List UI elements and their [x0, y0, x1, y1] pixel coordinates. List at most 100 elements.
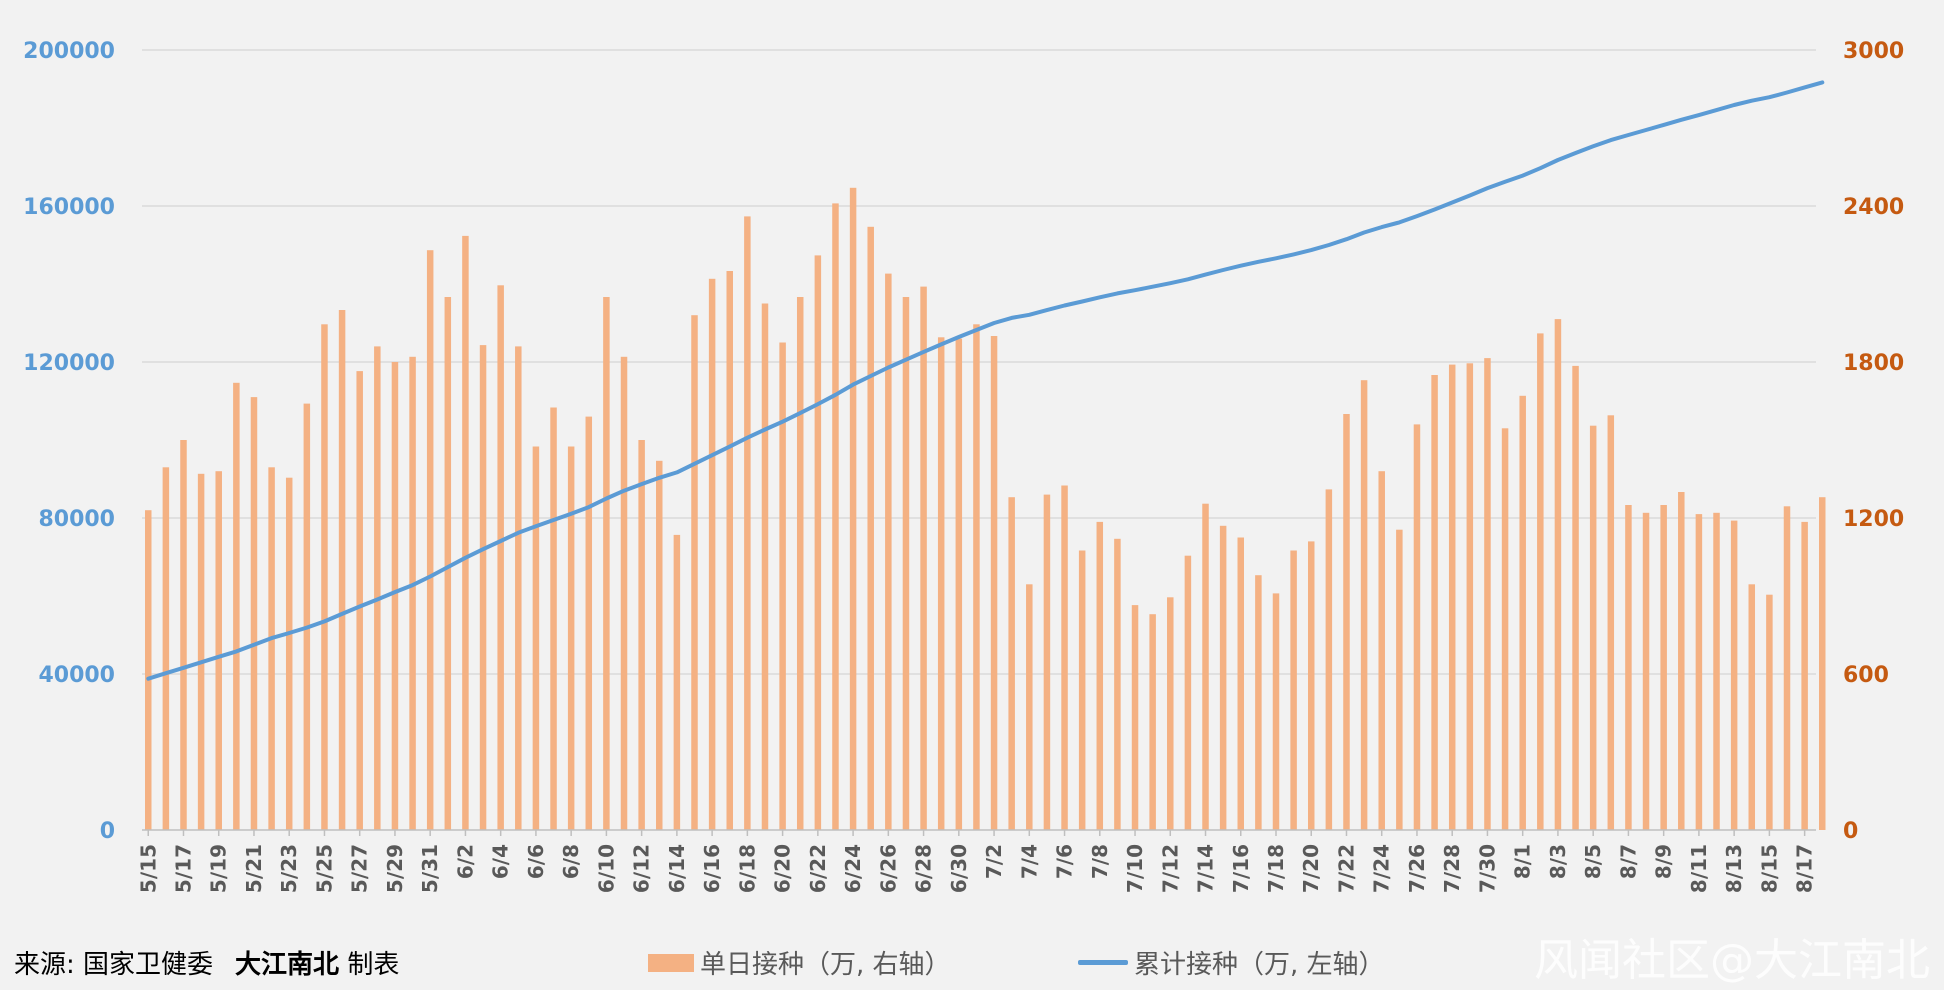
y-left-tick-label: 40000 [38, 663, 115, 688]
x-tick-label: 6/4 [489, 844, 513, 879]
x-tick-label: 6/8 [559, 844, 583, 879]
daily-bar [1413, 424, 1421, 830]
x-tick-label: 5/25 [313, 844, 337, 893]
daily-bar [197, 473, 205, 830]
daily-bar [444, 297, 452, 830]
x-tick-label: 6/14 [665, 844, 689, 893]
daily-bar [1360, 380, 1368, 830]
daily-bar [1748, 584, 1756, 830]
daily-bar [1114, 538, 1121, 830]
daily-bar [515, 346, 522, 830]
daily-bar [814, 255, 822, 830]
x-tick-label: 7/8 [1088, 844, 1112, 879]
daily-bar [1484, 358, 1491, 830]
daily-bar [902, 297, 910, 830]
legend-swatch-line [1078, 960, 1128, 965]
daily-bar [391, 362, 399, 830]
daily-bar [532, 446, 540, 830]
daily-bar [920, 286, 927, 831]
x-tick-label: 8/17 [1793, 844, 1817, 893]
x-tick-label: 6/2 [453, 844, 477, 879]
daily-bar [162, 467, 170, 830]
legend-swatch-bar [648, 953, 694, 972]
daily-bar [1043, 494, 1051, 830]
daily-bar [550, 407, 557, 830]
x-tick-label: 6/26 [876, 844, 900, 893]
daily-bar [761, 303, 769, 830]
x-tick-label: 6/22 [806, 844, 830, 893]
daily-bar [1290, 550, 1297, 830]
daily-bar [585, 416, 593, 830]
daily-bar [462, 235, 469, 830]
daily-bar [1589, 425, 1597, 830]
daily-bar [1096, 521, 1104, 830]
daily-bar [1149, 614, 1156, 830]
x-tick-label: 6/28 [912, 844, 936, 893]
daily-bar [250, 397, 258, 830]
x-tick-label: 8/15 [1757, 844, 1781, 893]
daily-bar [1695, 514, 1703, 830]
daily-bar [1325, 489, 1333, 830]
daily-bar [744, 216, 751, 830]
y-right-tick-label: 1200 [1843, 507, 1904, 532]
daily-bar [1466, 363, 1474, 830]
x-tick-label: 7/16 [1229, 844, 1253, 893]
x-tick-label: 7/2 [982, 844, 1006, 879]
daily-bar [849, 187, 857, 831]
cumulative-line-group [146, 80, 1825, 681]
daily-bar [779, 342, 786, 830]
x-tick-label: 5/29 [383, 844, 407, 893]
x-tick-label: 6/12 [630, 844, 654, 893]
x-tick-label: 5/23 [277, 844, 301, 893]
y-left-tick-label: 160000 [23, 195, 115, 220]
daily-bar [1184, 555, 1192, 830]
legend-item-daily: 单日接种（万, 右轴） [648, 944, 951, 981]
daily-bar [1625, 505, 1632, 830]
daily-bar [1678, 492, 1685, 830]
daily-bar [990, 336, 998, 830]
x-tick-label: 8/9 [1652, 844, 1676, 879]
x-tick-label: 5/19 [207, 844, 231, 893]
x-tick-label: 8/7 [1616, 844, 1640, 879]
x-tick-label: 5/15 [136, 844, 160, 893]
daily-bar [1272, 593, 1280, 830]
x-tick-label: 6/24 [841, 844, 865, 893]
daily-bar [1660, 505, 1667, 830]
source-label: 来源: 国家卫健委 [14, 950, 214, 980]
x-tick-label: 8/5 [1581, 844, 1605, 879]
x-tick-label: 6/30 [947, 844, 971, 893]
daily-bar [937, 337, 945, 830]
y-right-tick-label: 600 [1843, 663, 1889, 688]
x-tick-label: 8/3 [1546, 844, 1570, 879]
daily-bar [638, 440, 645, 830]
x-tick-label: 5/27 [348, 844, 372, 893]
y-right-tick-label: 0 [1843, 819, 1858, 844]
daily-bar [268, 467, 275, 830]
x-tick-label: 6/16 [700, 844, 724, 893]
daily-bar [1554, 319, 1562, 830]
daily-bar [321, 324, 328, 830]
daily-bar [955, 338, 963, 830]
watermark: 风闻社区@大江南北 [1534, 935, 1930, 986]
daily-bar [1713, 512, 1720, 830]
daily-bar [1131, 605, 1139, 830]
daily-bar [796, 297, 804, 830]
cumulative-line [146, 80, 1825, 681]
daily-bar [374, 346, 381, 830]
daily-bar [1819, 497, 1826, 830]
y-left-tick-label: 80000 [38, 507, 115, 532]
daily-bar [708, 278, 716, 830]
daily-bar [885, 273, 892, 831]
legend-item-cumulative: 累计接种（万, 左轴） [1078, 944, 1385, 981]
daily-bar [603, 297, 610, 830]
x-tick-label: 8/13 [1722, 844, 1746, 893]
x-tick-label: 6/10 [594, 844, 618, 893]
x-tick-label: 7/30 [1476, 844, 1500, 893]
daily-bar [285, 477, 293, 830]
daily-bar [1396, 529, 1403, 830]
daily-bar [1448, 364, 1456, 830]
daily-bar [1501, 428, 1509, 830]
daily-bar [867, 226, 874, 831]
